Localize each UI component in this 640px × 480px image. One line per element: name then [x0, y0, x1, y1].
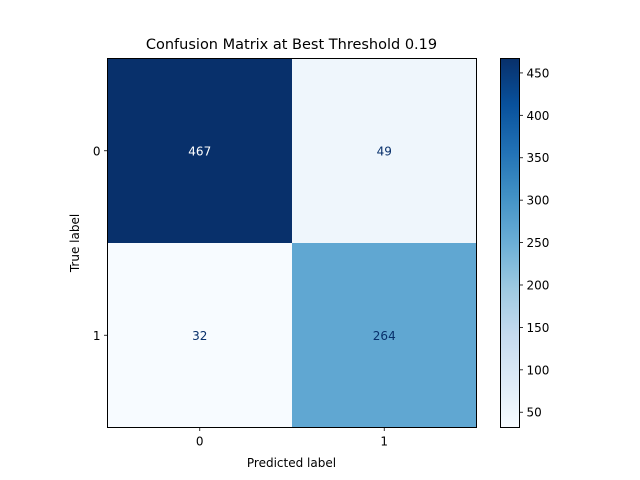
colorbar-tick-label: 350 — [527, 151, 550, 165]
x-tick-label: 0 — [196, 435, 204, 449]
colorbar-tick-label: 450 — [527, 66, 550, 80]
heatmap-cell — [107, 58, 292, 243]
colorbar-tick-label: 150 — [527, 321, 550, 335]
colorbar-tick-label: 200 — [527, 278, 550, 292]
heatmap-cells — [107, 58, 477, 428]
heatmap-cell — [292, 58, 477, 243]
x-tick-label: 1 — [380, 435, 388, 449]
colorbar-tick-label: 250 — [527, 236, 550, 250]
y-axis-ticks: 01 — [93, 144, 108, 343]
heatmap-cell — [107, 243, 292, 428]
y-tick-label: 1 — [93, 329, 101, 343]
colorbar-tick-label: 100 — [527, 363, 550, 377]
chart-title: Confusion Matrix at Best Threshold 0.19 — [146, 37, 437, 53]
y-tick-label: 0 — [93, 144, 101, 158]
cell-value-label: 32 — [192, 329, 207, 343]
heatmap-cell-labels: 467 49 32 264 — [188, 144, 395, 343]
colorbar-tick-label: 300 — [527, 194, 550, 208]
colorbar — [500, 58, 520, 428]
x-axis-label: Predicted label — [247, 456, 336, 470]
colorbar-tick-label: 400 — [527, 109, 550, 123]
cell-value-label: 264 — [373, 329, 396, 343]
colorbar-ticks: 50 100 150 200 250 300 350 400 450 — [519, 66, 550, 420]
heatmap-cell — [292, 243, 477, 428]
cell-value-label: 49 — [377, 144, 392, 158]
colorbar-tick-label: 50 — [527, 406, 542, 420]
cell-value-label: 467 — [188, 144, 211, 158]
y-axis-label: True label — [68, 214, 82, 273]
plot-frame — [107, 58, 477, 428]
